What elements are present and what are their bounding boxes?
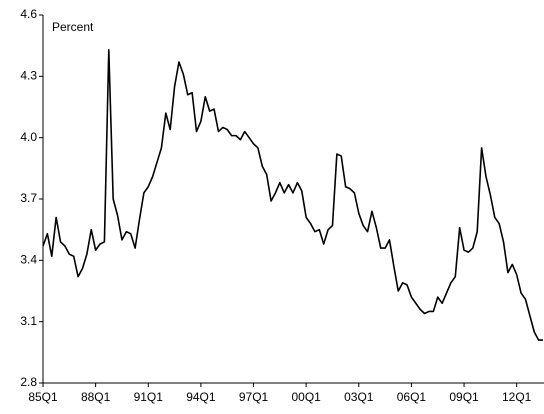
y-tick-label: 4.3 <box>20 69 37 83</box>
x-tick-label: 91Q1 <box>134 390 164 404</box>
y-axis-label: Percent <box>52 20 94 34</box>
x-tick-label: 94Q1 <box>186 390 216 404</box>
y-tick-label: 2.8 <box>20 375 37 389</box>
y-tick-label: 3.7 <box>20 191 37 205</box>
x-tick-label: 09Q1 <box>449 390 479 404</box>
y-tick-label: 4.0 <box>20 130 37 144</box>
x-tick-label: 00Q1 <box>291 390 321 404</box>
y-tick-label: 4.6 <box>20 7 37 21</box>
x-tick-label: 03Q1 <box>344 390 374 404</box>
x-tick-label: 85Q1 <box>28 390 58 404</box>
y-tick-label: 3.1 <box>20 314 37 328</box>
x-tick-label: 12Q1 <box>502 390 532 404</box>
y-tick-label: 3.4 <box>20 253 37 267</box>
series-line <box>42 48 543 341</box>
x-tick-label: 88Q1 <box>81 390 111 404</box>
x-tick-label: 97Q1 <box>239 390 269 404</box>
x-tick-label: 06Q1 <box>397 390 427 404</box>
